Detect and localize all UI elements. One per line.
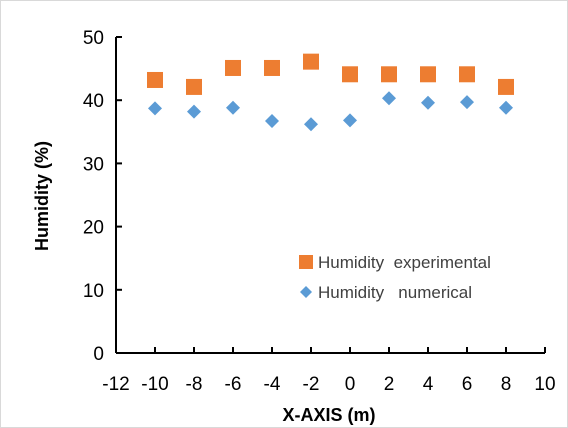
legend: Humidity experimental Humidity numerical (299, 253, 491, 302)
x-tick-label: 4 (423, 374, 434, 395)
y-tick-label: 20 (83, 218, 104, 239)
legend-entry-label: Humidity experimental (318, 253, 491, 272)
numerical-point (226, 100, 240, 115)
x-axis-title: X-AXIS (m) (282, 405, 375, 425)
experimental-point (186, 78, 202, 95)
x-tick-label: 0 (345, 374, 356, 395)
x-tick-label: 6 (462, 374, 473, 395)
numerical-point (499, 100, 513, 115)
legend-entry-label: Humidity numerical (318, 283, 472, 302)
x-tick-label: -10 (141, 374, 168, 395)
x-tick-label: -8 (186, 374, 203, 395)
series-1 (147, 53, 514, 95)
numerical-point (148, 101, 162, 116)
y-axis-title: Humidity (%) (32, 141, 52, 251)
y-tick-label: 10 (83, 281, 104, 302)
experimental-point (225, 59, 241, 76)
experimental-point (498, 78, 514, 95)
numerical-point (187, 104, 201, 119)
x-tick-label: -2 (303, 374, 320, 395)
numerical-point (460, 95, 474, 110)
axes: 0 10 20 30 40 50 -12 -10 -8 -6 -4 -2 0 2 4 6 8 10 (83, 28, 556, 395)
x-tick-label: 2 (384, 374, 395, 395)
x-tick-label: -6 (225, 374, 242, 395)
experimental-point (381, 66, 397, 83)
y-tick-label: 30 (83, 154, 104, 175)
numerical-point (421, 95, 435, 110)
x-tick-label: 10 (534, 374, 555, 395)
numerical-point (382, 91, 396, 106)
numerical-point (343, 113, 357, 128)
y-tick-label: 40 (83, 91, 104, 112)
experimental-point (147, 71, 163, 88)
x-tick-label: 8 (501, 374, 512, 395)
y-tick-label: 0 (93, 344, 104, 365)
legend-diamond-marker (300, 286, 312, 298)
data-marks (147, 53, 514, 132)
x-tick-label: -4 (264, 374, 281, 395)
numerical-point (265, 114, 279, 129)
experimental-point (264, 59, 280, 76)
numerical-point (304, 117, 318, 132)
x-tick-label: -12 (102, 374, 129, 395)
experimental-point (459, 66, 475, 83)
experimental-point (420, 66, 436, 83)
experimental-point (303, 53, 319, 70)
legend-square-marker (299, 255, 313, 269)
experimental-point (342, 66, 358, 83)
y-tick-label: 50 (83, 28, 104, 49)
series-2 (148, 91, 513, 132)
